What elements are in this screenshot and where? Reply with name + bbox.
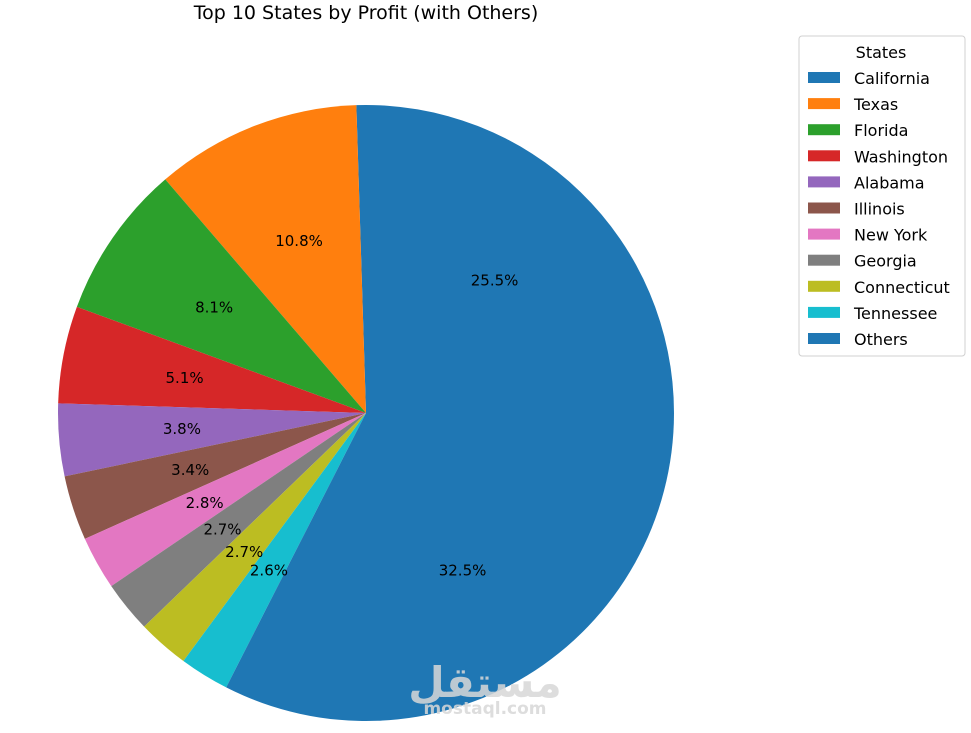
legend-item-georgia: Georgia: [808, 252, 917, 271]
legend-item-alabama: Alabama: [808, 173, 925, 192]
legend-item-texas: Texas: [808, 95, 898, 114]
pct-label-texas: 10.8%: [275, 232, 323, 250]
chart-title: Top 10 States by Profit (with Others): [193, 2, 539, 24]
legend-label: Alabama: [854, 173, 925, 192]
pct-label-illinois: 3.4%: [171, 461, 209, 479]
pct-label-florida: 8.1%: [195, 299, 233, 317]
pct-label-others: 32.5%: [439, 562, 487, 580]
pie-slice-tennessee: [183, 413, 366, 688]
legend-item-new-york: New York: [808, 226, 928, 245]
legend-label: Washington: [854, 147, 948, 166]
legend: States California Texas Florida Washington A…: [798, 35, 966, 357]
legend-swatch: [808, 98, 840, 110]
legend-item-california: California: [808, 69, 930, 88]
legend-label: Florida: [854, 121, 908, 140]
legend-swatch: [808, 280, 840, 292]
watermark-logo: مستقل: [408, 658, 562, 707]
legend-item-illinois: Illinois: [808, 200, 905, 219]
pct-label-california: 25.5%: [471, 271, 519, 289]
pie-slice-texas: [165, 105, 366, 414]
legend-item-florida: Florida: [808, 121, 908, 140]
pct-label-new-york: 2.8%: [186, 494, 224, 512]
legend-label: Georgia: [854, 252, 917, 271]
pie-slice-new-york: [84, 413, 366, 587]
legend-swatch: [808, 72, 840, 83]
legend-label: California: [854, 69, 930, 88]
pie-slice-georgia: [111, 413, 366, 627]
legend-swatch: [808, 228, 840, 240]
legend-item-washington: Washington: [808, 147, 948, 166]
legend-label: Connecticut: [854, 278, 950, 297]
legend-swatch: [808, 306, 840, 318]
pie-percent-labels: 25.5%10.8%8.1%5.1%3.8%3.4%2.8%2.7%2.7%2.…: [163, 232, 519, 580]
legend-swatch: [808, 176, 840, 188]
legend-item-others: Others: [808, 330, 908, 349]
legend-label: Tennessee: [853, 304, 937, 323]
legend-swatch: [808, 333, 840, 344]
legend-swatch: [808, 202, 840, 214]
pct-label-alabama: 3.8%: [163, 420, 201, 438]
pct-label-connecticut: 2.7%: [225, 543, 263, 561]
legend-title: States: [856, 43, 907, 62]
legend-item-connecticut: Connecticut: [808, 278, 950, 297]
pie-slice-others: [226, 413, 675, 722]
legend-swatch: [808, 124, 840, 136]
legend-label: Others: [854, 330, 908, 349]
pie-slice-connecticut: [144, 413, 366, 662]
pie-slice-california: [356, 104, 674, 414]
legend-label: Illinois: [854, 200, 905, 219]
legend-swatch: [808, 254, 840, 266]
legend-label: New York: [854, 226, 928, 245]
legend-swatch: [808, 150, 840, 162]
pie-slice-alabama: [57, 403, 367, 477]
pct-label-georgia: 2.7%: [203, 520, 241, 538]
pie-slice-illinois: [64, 413, 366, 539]
watermark-url: mostaql.com: [423, 699, 546, 719]
pie-slice-florida: [76, 179, 367, 413]
pct-label-tennessee: 2.6%: [250, 561, 288, 579]
legend-frame: [798, 35, 966, 357]
watermark: مستقل mostaql.com: [408, 658, 562, 719]
legend-label: Texas: [853, 95, 898, 114]
pct-label-washington: 5.1%: [166, 369, 204, 387]
pie-slices: [57, 104, 675, 722]
legend-item-tennessee: Tennessee: [808, 304, 937, 323]
pie-slice-washington: [58, 306, 367, 413]
